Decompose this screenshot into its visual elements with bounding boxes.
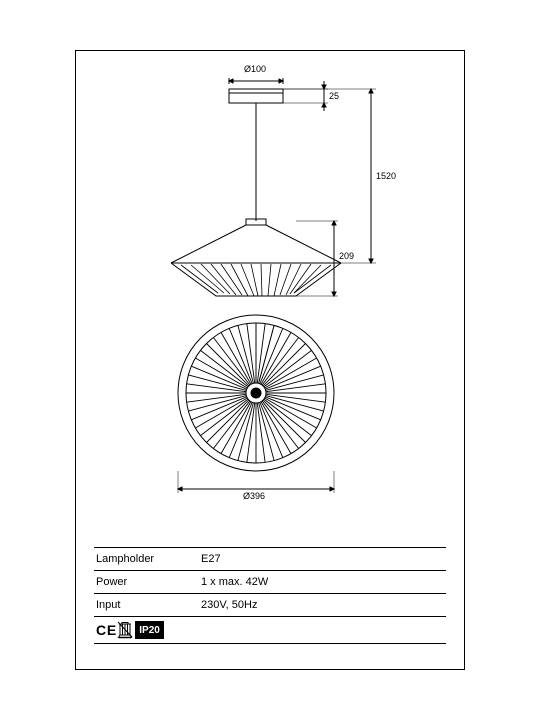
spec-value: E27 — [201, 553, 446, 565]
shade-plan — [178, 315, 334, 471]
spec-value: 230V, 50Hz — [201, 599, 446, 611]
shade-side — [171, 219, 341, 296]
label-shade-dia: Ø396 — [243, 491, 265, 501]
technical-drawing: Ø100 25 1520 209 Ø396 — [76, 51, 464, 506]
dim-cord-length — [283, 89, 376, 263]
spec-label: Lampholder — [96, 553, 201, 565]
spec-row-input: Input 230V, 50Hz — [94, 593, 446, 616]
spec-label: Input — [96, 599, 201, 611]
dim-rose-diameter — [229, 78, 283, 84]
spec-value: 1 x max. 42W — [201, 576, 446, 588]
spec-row-lampholder: Lampholder E27 — [94, 547, 446, 570]
spec-row-power: Power 1 x max. 42W — [94, 570, 446, 593]
spec-label: Power — [96, 576, 201, 588]
ceiling-rose — [229, 89, 283, 103]
ip-rating: IP20 — [135, 621, 164, 639]
spec-table: Lampholder E27 Power 1 x max. 42W Input … — [94, 547, 446, 644]
weee-bin-icon — [117, 621, 133, 639]
ce-mark-icon: C E — [96, 621, 115, 639]
label-rose-h: 25 — [329, 91, 339, 101]
spec-sheet: Ø100 25 1520 209 Ø396 Lampholder E27 Pow… — [75, 50, 465, 670]
dim-shade-diameter — [178, 471, 334, 493]
drawing-svg — [76, 51, 466, 506]
label-cord: 1520 — [376, 171, 396, 181]
label-rose-dia: Ø100 — [244, 64, 266, 74]
dim-rose-height — [283, 81, 328, 111]
dim-shade-height — [276, 221, 338, 296]
certifications: C E IP20 — [94, 616, 446, 644]
label-shade-h: 209 — [339, 251, 354, 261]
